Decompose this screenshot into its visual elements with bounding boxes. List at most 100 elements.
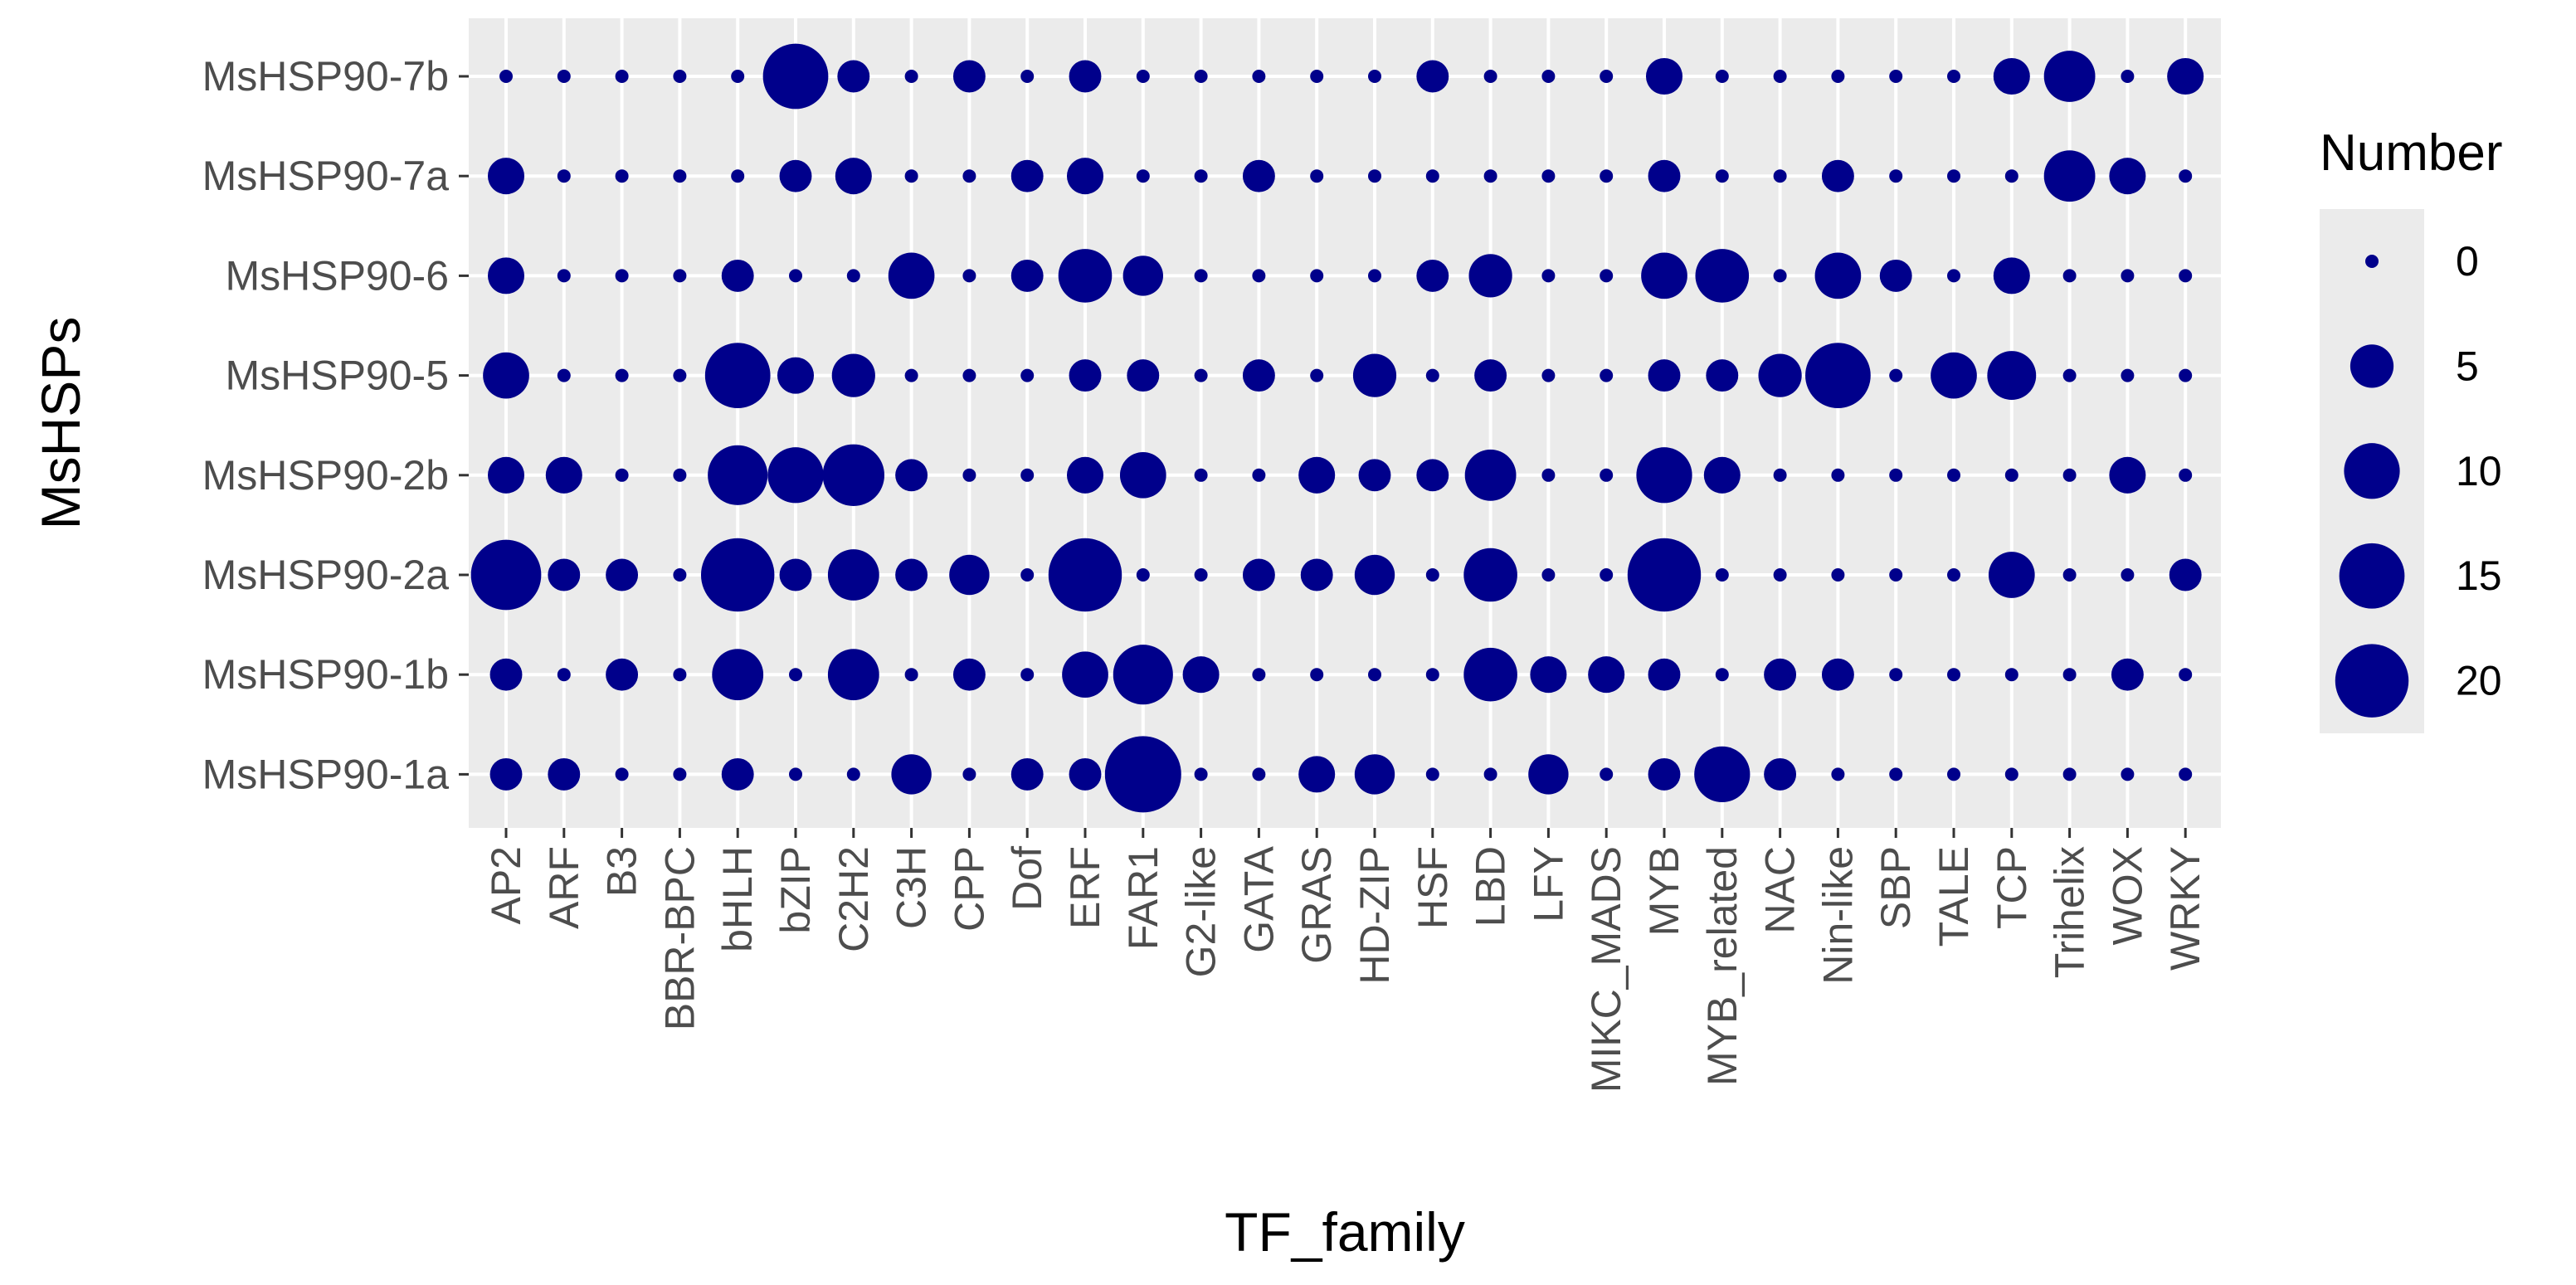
data-point — [673, 169, 687, 183]
data-point — [1889, 767, 1903, 781]
data-point — [1416, 60, 1449, 93]
data-point — [2121, 568, 2135, 582]
data-point — [673, 568, 687, 582]
data-point — [1715, 668, 1729, 682]
data-point — [1641, 252, 1687, 299]
data-point — [1194, 767, 1208, 781]
data-point — [1194, 468, 1208, 482]
y-tick-label: MsHSP90-6 — [225, 252, 449, 299]
data-point — [1947, 767, 1960, 781]
data-point — [1947, 668, 1960, 682]
data-point — [1648, 359, 1681, 392]
data-point — [545, 456, 582, 494]
data-point — [557, 269, 571, 283]
x-tick-label: B3 — [599, 846, 645, 897]
data-point — [827, 549, 879, 601]
x-tick-label: LFY — [1525, 846, 1571, 922]
data-point — [1773, 169, 1787, 183]
data-point — [1947, 169, 1960, 183]
data-point — [2109, 456, 2146, 494]
data-point — [1463, 647, 1517, 702]
data-point — [1020, 368, 1035, 382]
data-point — [615, 468, 629, 482]
data-point — [1758, 353, 1802, 397]
data-point — [1988, 552, 2035, 598]
data-point — [1136, 169, 1150, 183]
data-point — [1310, 368, 1324, 382]
data-point — [2004, 169, 2018, 183]
data-point — [557, 368, 571, 382]
data-point — [827, 649, 879, 701]
data-point — [895, 558, 928, 591]
data-points — [470, 43, 2204, 813]
data-point — [483, 352, 529, 399]
data-point — [1715, 70, 1729, 83]
data-point — [1483, 70, 1497, 83]
data-point — [1889, 668, 1903, 682]
x-tick-label: BBR-BPC — [656, 846, 703, 1030]
data-point — [1310, 269, 1324, 283]
data-point — [1127, 359, 1160, 392]
x-axis-title: TF_family — [1225, 1201, 1465, 1263]
data-point — [1947, 269, 1960, 283]
data-point — [1104, 736, 1181, 813]
data-point — [1182, 656, 1220, 694]
legend-key — [2350, 344, 2394, 388]
data-point — [1541, 368, 1556, 382]
data-point — [1541, 468, 1556, 482]
data-point — [615, 269, 629, 283]
data-point — [487, 158, 525, 195]
data-point — [1310, 668, 1324, 682]
data-point — [1113, 645, 1173, 705]
data-point — [2043, 150, 2096, 202]
data-point — [2121, 269, 2135, 283]
data-point — [1020, 468, 1035, 482]
data-point — [1242, 359, 1275, 392]
x-axis-ticks: AP2 ARF B3 BBR-BPC bHLH bZIP C2H2 C3H CPP Dof ERF F… — [483, 828, 2208, 1093]
data-point — [2109, 158, 2146, 195]
x-tick-label: GRAS — [1293, 846, 1340, 964]
data-point — [487, 456, 525, 494]
data-point — [1528, 754, 1569, 795]
x-tick-label: AP2 — [483, 846, 529, 925]
data-point — [731, 70, 745, 83]
data-point — [1483, 169, 1497, 183]
data-point — [1298, 456, 1336, 494]
data-point — [1600, 269, 1614, 283]
data-point — [1354, 554, 1395, 596]
y-tick-label: MsHSP90-1a — [202, 751, 450, 797]
data-point — [489, 757, 523, 791]
data-point — [1425, 767, 1439, 781]
data-point — [891, 754, 932, 795]
data-point — [904, 668, 918, 682]
data-point — [712, 649, 764, 701]
data-point — [904, 169, 918, 183]
data-point — [846, 269, 860, 283]
x-tick-label: MIKC_MADS — [1583, 846, 1629, 1093]
data-point — [557, 668, 571, 682]
x-tick-label: MYB — [1641, 846, 1687, 936]
data-point — [2179, 767, 2193, 781]
data-point — [1425, 169, 1439, 183]
data-point — [2121, 70, 2135, 83]
data-point — [1530, 656, 1567, 694]
data-point — [1695, 249, 1750, 303]
data-point — [731, 169, 745, 183]
data-point — [673, 468, 687, 482]
data-point — [1368, 269, 1381, 283]
data-point — [1425, 668, 1439, 682]
data-point — [846, 767, 860, 781]
data-point — [1010, 259, 1044, 292]
data-point — [2062, 767, 2077, 781]
data-point — [2062, 468, 2077, 482]
data-point — [708, 445, 768, 505]
data-point — [1987, 351, 2037, 401]
data-point — [1947, 468, 1960, 482]
data-point — [1352, 353, 1397, 397]
data-point — [1252, 70, 1266, 83]
data-point — [1645, 57, 1683, 95]
data-point — [1600, 368, 1614, 382]
data-point — [2121, 368, 2135, 382]
data-point — [1066, 158, 1104, 195]
data-point — [1242, 558, 1275, 591]
